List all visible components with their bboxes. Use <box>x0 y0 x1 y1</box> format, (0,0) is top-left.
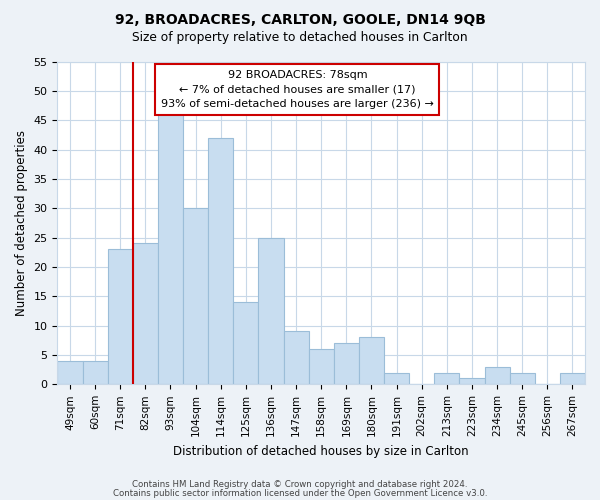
Bar <box>133 244 158 384</box>
Bar <box>83 361 107 384</box>
X-axis label: Distribution of detached houses by size in Carlton: Distribution of detached houses by size … <box>173 444 469 458</box>
Bar <box>233 302 259 384</box>
Bar <box>308 349 334 384</box>
Bar <box>107 250 133 384</box>
Text: Contains HM Land Registry data © Crown copyright and database right 2024.: Contains HM Land Registry data © Crown c… <box>132 480 468 489</box>
Bar <box>284 332 308 384</box>
Bar <box>460 378 485 384</box>
Bar <box>58 361 83 384</box>
Bar <box>208 138 233 384</box>
Bar <box>560 372 585 384</box>
Text: Contains public sector information licensed under the Open Government Licence v3: Contains public sector information licen… <box>113 489 487 498</box>
Y-axis label: Number of detached properties: Number of detached properties <box>15 130 28 316</box>
Bar <box>434 372 460 384</box>
Text: 92, BROADACRES, CARLTON, GOOLE, DN14 9QB: 92, BROADACRES, CARLTON, GOOLE, DN14 9QB <box>115 12 485 26</box>
Bar <box>158 114 183 384</box>
Bar <box>384 372 409 384</box>
Bar <box>259 238 284 384</box>
Bar <box>509 372 535 384</box>
Bar <box>183 208 208 384</box>
Text: 92 BROADACRES: 78sqm
← 7% of detached houses are smaller (17)
93% of semi-detach: 92 BROADACRES: 78sqm ← 7% of detached ho… <box>161 70 434 109</box>
Bar <box>359 338 384 384</box>
Bar <box>485 366 509 384</box>
Bar <box>334 343 359 384</box>
Text: Size of property relative to detached houses in Carlton: Size of property relative to detached ho… <box>132 31 468 44</box>
